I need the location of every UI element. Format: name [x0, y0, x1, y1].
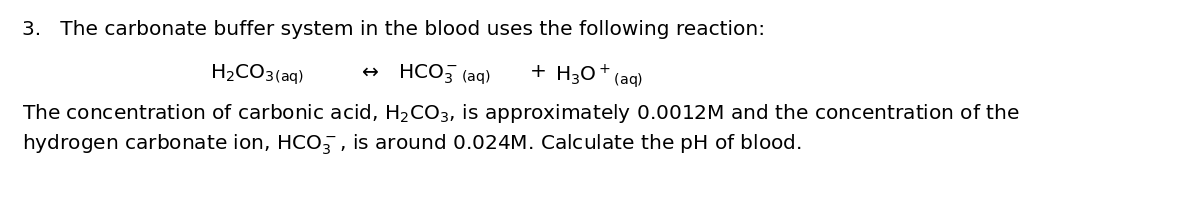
Text: 3.   The carbonate buffer system in the blood uses the following reaction:: 3. The carbonate buffer system in the bl…	[22, 20, 766, 39]
Text: +: +	[530, 62, 547, 81]
Text: The concentration of carbonic acid, H$_2$CO$_3$, is approximately 0.0012M and th: The concentration of carbonic acid, H$_2…	[22, 102, 1020, 125]
Text: $\leftrightarrow$: $\leftrightarrow$	[358, 62, 379, 81]
Text: H$_2$CO$_3$$_{\mathregular{(aq)}}$: H$_2$CO$_3$$_{\mathregular{(aq)}}$	[210, 62, 304, 86]
Text: HCO$_3^-$$_{\mathregular{(aq)}}$: HCO$_3^-$$_{\mathregular{(aq)}}$	[398, 62, 491, 86]
Text: hydrogen carbonate ion, HCO$_3^-$, is around 0.024M. Calculate the pH of blood.: hydrogen carbonate ion, HCO$_3^-$, is ar…	[22, 132, 802, 156]
Text: H$_3$O$^+$$_{\mathregular{(aq)}}$: H$_3$O$^+$$_{\mathregular{(aq)}}$	[554, 62, 643, 90]
